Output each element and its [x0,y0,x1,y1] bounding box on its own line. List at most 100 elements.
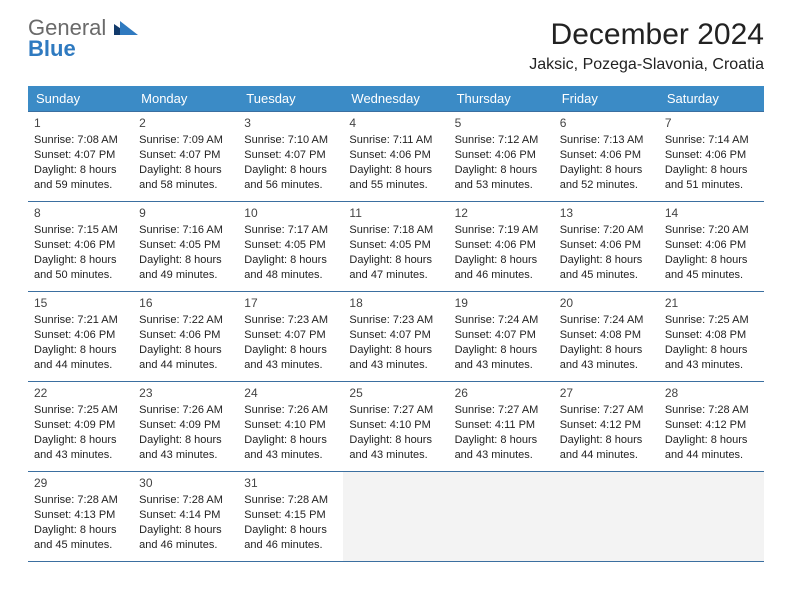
daylight-text: Daylight: 8 hours [139,433,232,448]
sunset-text: Sunset: 4:07 PM [244,148,337,163]
weekday-header: Thursday [449,86,554,112]
daylight-text: and 46 minutes. [455,268,548,283]
logo-text: General Blue [28,18,138,60]
daylight-text: Daylight: 8 hours [665,433,758,448]
day-number: 13 [560,206,653,220]
sunrise-text: Sunrise: 7:28 AM [34,493,127,508]
daylight-text: Daylight: 8 hours [139,253,232,268]
calendar-day-cell: 11Sunrise: 7:18 AMSunset: 4:05 PMDayligh… [343,202,448,292]
sunset-text: Sunset: 4:11 PM [455,418,548,433]
logo-triangle-icon [114,21,138,35]
location-subtitle: Jaksic, Pozega-Slavonia, Croatia [529,56,764,74]
sunrise-text: Sunrise: 7:23 AM [349,313,442,328]
daylight-text: Daylight: 8 hours [665,343,758,358]
calendar-blank-cell [659,472,764,562]
daylight-text: and 45 minutes. [665,268,758,283]
sunset-text: Sunset: 4:06 PM [455,148,548,163]
daylight-text: Daylight: 8 hours [34,253,127,268]
weekday-header: Tuesday [238,86,343,112]
daylight-text: Daylight: 8 hours [560,433,653,448]
sunrise-text: Sunrise: 7:28 AM [244,493,337,508]
daylight-text: Daylight: 8 hours [560,163,653,178]
calendar-day-cell: 12Sunrise: 7:19 AMSunset: 4:06 PMDayligh… [449,202,554,292]
weekday-row: SundayMondayTuesdayWednesdayThursdayFrid… [28,86,764,112]
daylight-text: and 52 minutes. [560,178,653,193]
day-number: 9 [139,206,232,220]
calendar-day-cell: 14Sunrise: 7:20 AMSunset: 4:06 PMDayligh… [659,202,764,292]
day-number: 18 [349,296,442,310]
daylight-text: Daylight: 8 hours [34,523,127,538]
day-number: 31 [244,476,337,490]
sunrise-text: Sunrise: 7:12 AM [455,133,548,148]
calendar-day-cell: 23Sunrise: 7:26 AMSunset: 4:09 PMDayligh… [133,382,238,472]
daylight-text: Daylight: 8 hours [139,163,232,178]
calendar-body: 1Sunrise: 7:08 AMSunset: 4:07 PMDaylight… [28,112,764,562]
calendar-day-cell: 20Sunrise: 7:24 AMSunset: 4:08 PMDayligh… [554,292,659,382]
daylight-text: and 55 minutes. [349,178,442,193]
calendar-day-cell: 3Sunrise: 7:10 AMSunset: 4:07 PMDaylight… [238,112,343,202]
calendar-day-cell: 4Sunrise: 7:11 AMSunset: 4:06 PMDaylight… [343,112,448,202]
daylight-text: and 43 minutes. [455,358,548,373]
sunrise-text: Sunrise: 7:23 AM [244,313,337,328]
sunrise-text: Sunrise: 7:28 AM [139,493,232,508]
sunset-text: Sunset: 4:08 PM [665,328,758,343]
daylight-text: Daylight: 8 hours [244,343,337,358]
day-number: 26 [455,386,548,400]
sunset-text: Sunset: 4:14 PM [139,508,232,523]
sunrise-text: Sunrise: 7:11 AM [349,133,442,148]
day-number: 30 [139,476,232,490]
weekday-header: Sunday [28,86,133,112]
sunrise-text: Sunrise: 7:27 AM [455,403,548,418]
daylight-text: and 44 minutes. [665,448,758,463]
day-number: 4 [349,116,442,130]
sunset-text: Sunset: 4:06 PM [665,238,758,253]
sunset-text: Sunset: 4:07 PM [455,328,548,343]
weekday-header: Friday [554,86,659,112]
daylight-text: Daylight: 8 hours [139,343,232,358]
sunset-text: Sunset: 4:07 PM [349,328,442,343]
sunset-text: Sunset: 4:06 PM [139,328,232,343]
calendar-week-row: 22Sunrise: 7:25 AMSunset: 4:09 PMDayligh… [28,382,764,472]
sunset-text: Sunset: 4:06 PM [34,238,127,253]
calendar-day-cell: 2Sunrise: 7:09 AMSunset: 4:07 PMDaylight… [133,112,238,202]
day-number: 28 [665,386,758,400]
sunrise-text: Sunrise: 7:22 AM [139,313,232,328]
day-number: 10 [244,206,337,220]
sunset-text: Sunset: 4:10 PM [349,418,442,433]
sunset-text: Sunset: 4:07 PM [34,148,127,163]
calendar-head: SundayMondayTuesdayWednesdayThursdayFrid… [28,86,764,112]
sunrise-text: Sunrise: 7:08 AM [34,133,127,148]
daylight-text: and 49 minutes. [139,268,232,283]
title-block: December 2024 Jaksic, Pozega-Slavonia, C… [529,18,764,74]
logo: General Blue [28,18,138,60]
day-number: 23 [139,386,232,400]
sunrise-text: Sunrise: 7:16 AM [139,223,232,238]
calendar-day-cell: 22Sunrise: 7:25 AMSunset: 4:09 PMDayligh… [28,382,133,472]
calendar-day-cell: 1Sunrise: 7:08 AMSunset: 4:07 PMDaylight… [28,112,133,202]
daylight-text: and 56 minutes. [244,178,337,193]
daylight-text: and 43 minutes. [244,358,337,373]
calendar-blank-cell [554,472,659,562]
day-number: 3 [244,116,337,130]
sunrise-text: Sunrise: 7:21 AM [34,313,127,328]
weekday-header: Monday [133,86,238,112]
calendar-day-cell: 29Sunrise: 7:28 AMSunset: 4:13 PMDayligh… [28,472,133,562]
sunrise-text: Sunrise: 7:26 AM [244,403,337,418]
sunset-text: Sunset: 4:05 PM [349,238,442,253]
daylight-text: Daylight: 8 hours [34,163,127,178]
sunrise-text: Sunrise: 7:17 AM [244,223,337,238]
sunrise-text: Sunrise: 7:25 AM [665,313,758,328]
sunrise-text: Sunrise: 7:24 AM [560,313,653,328]
month-title: December 2024 [529,18,764,52]
calendar-day-cell: 10Sunrise: 7:17 AMSunset: 4:05 PMDayligh… [238,202,343,292]
calendar-week-row: 29Sunrise: 7:28 AMSunset: 4:13 PMDayligh… [28,472,764,562]
daylight-text: and 58 minutes. [139,178,232,193]
day-number: 12 [455,206,548,220]
daylight-text: and 46 minutes. [244,538,337,553]
daylight-text: and 44 minutes. [560,448,653,463]
calendar-day-cell: 31Sunrise: 7:28 AMSunset: 4:15 PMDayligh… [238,472,343,562]
sunset-text: Sunset: 4:09 PM [139,418,232,433]
sunrise-text: Sunrise: 7:10 AM [244,133,337,148]
weekday-header: Saturday [659,86,764,112]
sunrise-text: Sunrise: 7:28 AM [665,403,758,418]
